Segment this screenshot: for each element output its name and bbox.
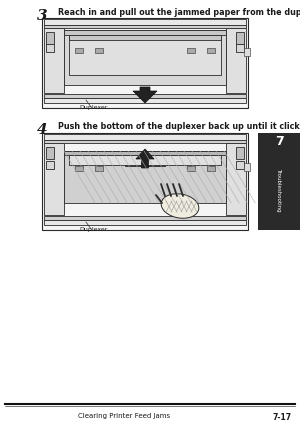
Text: Clearing Printer Feed Jams: Clearing Printer Feed Jams xyxy=(78,413,170,419)
Bar xyxy=(44,220,246,225)
Bar xyxy=(69,35,221,40)
Bar xyxy=(44,134,246,140)
Bar xyxy=(207,166,215,171)
Bar xyxy=(44,25,246,28)
Bar xyxy=(44,94,246,98)
Bar xyxy=(44,28,64,93)
Bar xyxy=(46,32,54,44)
Bar xyxy=(95,48,103,53)
Text: Duplexer: Duplexer xyxy=(79,227,107,232)
Bar xyxy=(125,40,165,50)
Bar xyxy=(226,28,246,93)
Bar xyxy=(46,161,54,169)
Bar xyxy=(95,166,103,171)
Text: 4: 4 xyxy=(37,123,47,137)
Bar xyxy=(75,166,83,171)
Bar xyxy=(187,166,195,171)
Text: 7: 7 xyxy=(274,135,284,148)
Ellipse shape xyxy=(161,194,199,218)
Bar xyxy=(236,44,244,52)
Bar xyxy=(42,18,248,108)
Text: 3: 3 xyxy=(37,9,47,23)
Bar xyxy=(44,216,246,220)
Bar xyxy=(44,140,246,143)
Bar xyxy=(42,133,248,230)
Bar xyxy=(207,48,215,53)
Bar xyxy=(236,161,244,169)
Bar xyxy=(64,151,226,155)
Text: Troubleshooting: Troubleshooting xyxy=(277,168,281,212)
Bar xyxy=(244,48,250,56)
Bar xyxy=(44,143,64,215)
Bar xyxy=(258,133,300,150)
Bar xyxy=(46,44,54,52)
Polygon shape xyxy=(136,149,154,168)
Text: 7-17: 7-17 xyxy=(273,413,292,422)
Bar xyxy=(44,19,246,25)
Bar xyxy=(64,151,226,203)
Polygon shape xyxy=(133,87,157,103)
Bar xyxy=(64,30,226,35)
Bar xyxy=(236,32,244,44)
Bar xyxy=(258,150,300,230)
Bar xyxy=(44,98,246,103)
Text: Push the bottom of the duplexer back up until it clicks into place.: Push the bottom of the duplexer back up … xyxy=(58,122,300,131)
Bar xyxy=(244,163,250,171)
Bar xyxy=(125,156,165,166)
Bar xyxy=(64,30,226,85)
Text: Reach in and pull out the jammed paper from the duplexer area.: Reach in and pull out the jammed paper f… xyxy=(58,8,300,17)
Bar xyxy=(236,147,244,159)
Bar xyxy=(46,147,54,159)
Bar xyxy=(75,48,83,53)
Bar xyxy=(226,143,246,215)
Bar xyxy=(187,48,195,53)
Text: Duplexer: Duplexer xyxy=(79,105,107,110)
Bar xyxy=(69,155,221,165)
Bar xyxy=(69,35,221,75)
